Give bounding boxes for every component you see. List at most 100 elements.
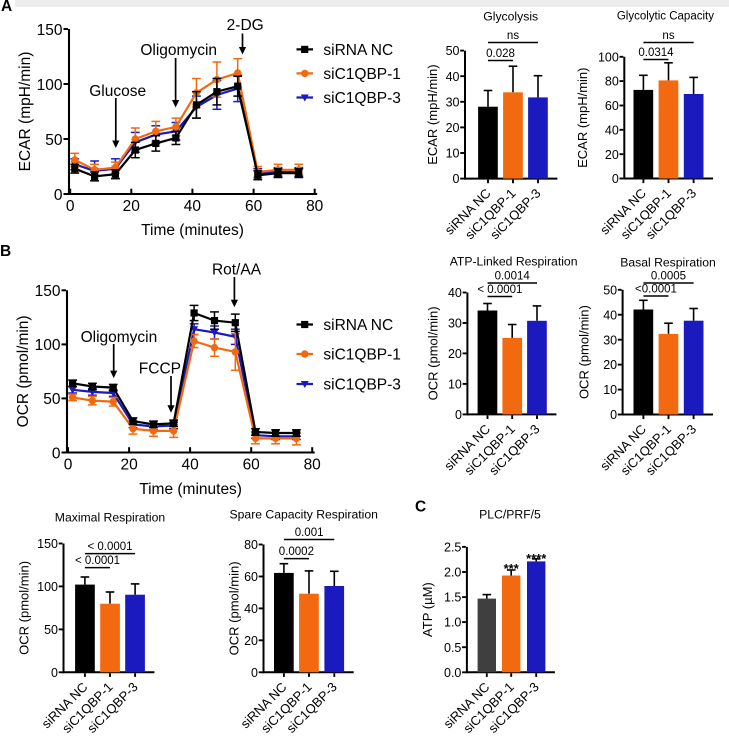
svg-text:30: 30 xyxy=(603,333,617,347)
svg-text:30: 30 xyxy=(448,317,462,331)
svg-text:1.5: 1.5 xyxy=(444,591,461,605)
svg-text:FCCP: FCCP xyxy=(139,361,181,378)
svg-text:< 0.0001: < 0.0001 xyxy=(87,541,132,553)
svg-text:ns: ns xyxy=(662,30,674,42)
svg-text:siC1QBP-3: siC1QBP-3 xyxy=(323,90,401,107)
svg-text:OCR (pmol/min): OCR (pmol/min) xyxy=(227,561,242,655)
svg-text:60: 60 xyxy=(244,570,258,584)
svg-text:< 0.0001: < 0.0001 xyxy=(477,284,522,296)
svg-text:0.0314: 0.0314 xyxy=(638,47,674,59)
svg-text:0: 0 xyxy=(612,172,619,186)
svg-text:Glucose: Glucose xyxy=(89,83,146,100)
svg-text:ATP (µM): ATP (µM) xyxy=(420,582,435,637)
svg-text:0: 0 xyxy=(64,457,73,474)
svg-text:<0.0001: <0.0001 xyxy=(635,284,677,296)
svg-text:siRNA NC: siRNA NC xyxy=(323,42,393,59)
svg-text:20: 20 xyxy=(120,457,138,474)
svg-text:20: 20 xyxy=(603,358,617,372)
svg-text:80: 80 xyxy=(304,457,322,474)
svg-text:150: 150 xyxy=(37,22,63,39)
svg-text:20: 20 xyxy=(244,634,258,648)
svg-text:150: 150 xyxy=(37,537,58,551)
svg-text:Maximal Respiration: Maximal Respiration xyxy=(55,511,165,525)
svg-text:150: 150 xyxy=(35,283,61,300)
svg-text:100: 100 xyxy=(37,77,63,94)
svg-text:OCR (pmol/min): OCR (pmol/min) xyxy=(577,305,592,399)
svg-text:0.0014: 0.0014 xyxy=(495,271,531,283)
svg-text:ns: ns xyxy=(507,30,519,42)
svg-text:60: 60 xyxy=(243,457,261,474)
svg-text:100: 100 xyxy=(35,337,61,354)
svg-text:10: 10 xyxy=(603,383,617,397)
svg-text:0.5: 0.5 xyxy=(444,641,461,655)
svg-text:50: 50 xyxy=(446,44,460,58)
svg-text:ECAR (mpH/min): ECAR (mpH/min) xyxy=(425,64,440,164)
svg-text:PLC/PRF/5: PLC/PRF/5 xyxy=(479,508,541,522)
svg-text:0: 0 xyxy=(51,666,58,680)
svg-text:60: 60 xyxy=(605,99,619,113)
svg-text:50: 50 xyxy=(603,283,617,297)
svg-text:30: 30 xyxy=(446,95,460,109)
svg-text:10: 10 xyxy=(446,147,460,161)
svg-text:0: 0 xyxy=(455,408,462,422)
svg-text:10: 10 xyxy=(448,378,462,392)
svg-text:ATP-Linked Respiration: ATP-Linked Respiration xyxy=(450,255,578,269)
svg-text:20: 20 xyxy=(605,148,619,162)
svg-text:0: 0 xyxy=(610,408,617,422)
svg-text:1.0: 1.0 xyxy=(444,616,461,630)
svg-text:B: B xyxy=(0,243,11,260)
svg-text:2.0: 2.0 xyxy=(444,566,461,580)
svg-text:2-DG: 2-DG xyxy=(227,17,264,34)
svg-text:2.5: 2.5 xyxy=(444,541,461,555)
svg-text:Rot/AA: Rot/AA xyxy=(212,262,262,279)
svg-text:< 0.0001: < 0.0001 xyxy=(75,555,120,567)
svg-text:50: 50 xyxy=(43,391,61,408)
svg-text:0: 0 xyxy=(453,172,460,186)
svg-text:ECAR (mpH/min): ECAR (mpH/min) xyxy=(17,52,34,172)
svg-text:ECAR (mpH/min): ECAR (mpH/min) xyxy=(575,67,590,167)
svg-text:0: 0 xyxy=(251,666,258,680)
svg-text:0.028: 0.028 xyxy=(486,48,515,60)
svg-text:OCR (pmol/min): OCR (pmol/min) xyxy=(426,306,441,400)
svg-text:40: 40 xyxy=(448,286,462,300)
svg-text:60: 60 xyxy=(245,198,263,215)
svg-text:Spare Capacity Respiration: Spare Capacity Respiration xyxy=(230,508,378,522)
svg-text:100: 100 xyxy=(598,50,619,64)
svg-text:40: 40 xyxy=(184,198,202,215)
svg-text:80: 80 xyxy=(605,75,619,89)
svg-text:OCR (pmol/min): OCR (pmol/min) xyxy=(17,561,32,655)
svg-text:40: 40 xyxy=(181,457,199,474)
svg-text:Time (minutes): Time (minutes) xyxy=(139,481,242,498)
svg-text:0: 0 xyxy=(54,187,63,204)
svg-text:siRNA NC: siRNA NC xyxy=(323,317,393,334)
svg-text:0: 0 xyxy=(66,198,75,215)
svg-text:Basal Respiration: Basal Respiration xyxy=(620,256,716,270)
svg-text:80: 80 xyxy=(244,538,258,552)
svg-text:100: 100 xyxy=(37,580,58,594)
svg-text:0: 0 xyxy=(52,445,61,462)
svg-text:Time (minutes): Time (minutes) xyxy=(141,222,244,239)
svg-text:0.001: 0.001 xyxy=(295,527,324,539)
svg-text:50: 50 xyxy=(44,623,58,637)
svg-text:20: 20 xyxy=(448,347,462,361)
svg-text:A: A xyxy=(1,0,12,15)
svg-text:40: 40 xyxy=(603,308,617,322)
svg-text:C: C xyxy=(415,499,426,516)
svg-text:Glycolytic Capacity: Glycolytic Capacity xyxy=(617,10,714,22)
svg-text:siC1QBP-1: siC1QBP-1 xyxy=(323,347,401,364)
svg-text:siC1QBP-3: siC1QBP-3 xyxy=(323,377,401,394)
svg-text:40: 40 xyxy=(605,123,619,137)
svg-text:0.0005: 0.0005 xyxy=(651,271,686,283)
svg-text:0.0002: 0.0002 xyxy=(279,546,314,558)
svg-text:Glycolysis: Glycolysis xyxy=(483,9,538,23)
svg-text:40: 40 xyxy=(244,602,258,616)
svg-text:0.0: 0.0 xyxy=(444,666,461,680)
svg-text:Oligomycin: Oligomycin xyxy=(140,42,217,59)
svg-text:****: **** xyxy=(526,551,547,566)
svg-text:50: 50 xyxy=(45,132,63,149)
svg-text:***: *** xyxy=(504,561,520,576)
svg-text:40: 40 xyxy=(446,70,460,84)
svg-text:20: 20 xyxy=(123,198,141,215)
svg-text:20: 20 xyxy=(446,121,460,135)
svg-text:Oligomycin: Oligomycin xyxy=(81,329,158,346)
